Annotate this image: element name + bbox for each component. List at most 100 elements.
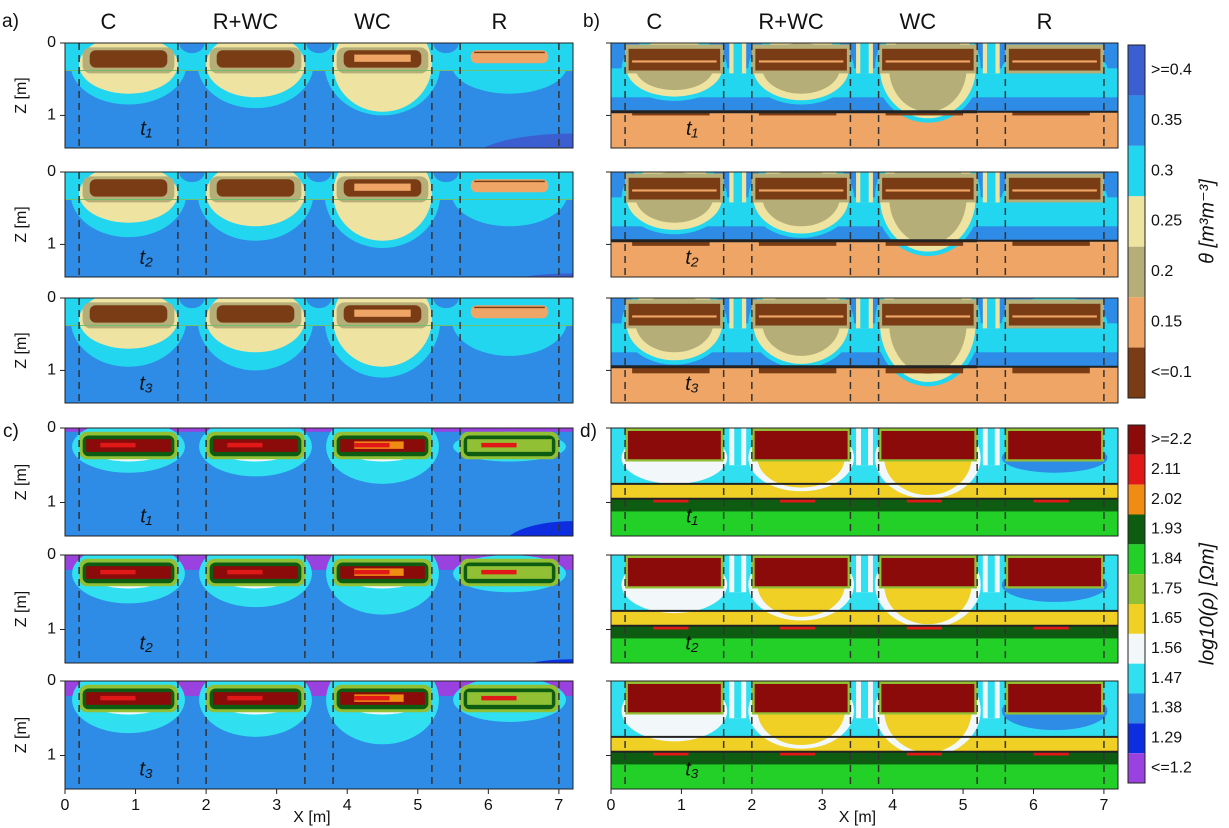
axes-frame xyxy=(610,427,1119,537)
subplot xyxy=(65,681,573,789)
time-label: t₃ xyxy=(139,373,153,395)
region xyxy=(734,428,742,466)
colorbar-swatch xyxy=(1128,574,1145,604)
region xyxy=(1012,189,1097,192)
region xyxy=(179,298,205,309)
region xyxy=(780,498,816,503)
region xyxy=(885,625,957,634)
region xyxy=(987,681,995,719)
colorbar-swatch xyxy=(1128,484,1145,515)
subplot xyxy=(65,172,573,277)
region xyxy=(632,625,703,634)
region xyxy=(481,442,517,448)
colorbar-swatch xyxy=(1128,454,1145,485)
region xyxy=(1012,111,1090,116)
x-axis-label: X [m] xyxy=(839,809,876,826)
region xyxy=(906,751,942,756)
region xyxy=(89,50,168,68)
region xyxy=(734,555,742,593)
z-tick-label: 0 xyxy=(47,672,56,689)
region xyxy=(758,60,844,63)
region xyxy=(354,695,390,701)
region xyxy=(1012,315,1097,318)
region xyxy=(306,43,332,54)
z-tick-label: 1 xyxy=(47,747,56,764)
region xyxy=(1008,303,1101,326)
x-tick-label: 1 xyxy=(131,797,140,814)
region xyxy=(755,303,847,326)
column-label: R+WC xyxy=(758,9,824,34)
x-tick-label: 0 xyxy=(61,797,70,814)
z-tick-label: 1 xyxy=(47,621,56,638)
region xyxy=(354,442,390,448)
region xyxy=(216,179,295,197)
region xyxy=(1033,625,1069,630)
colorbar-label: 1.84 xyxy=(1151,550,1182,567)
colorbar-label: 1.56 xyxy=(1151,640,1182,657)
subplot xyxy=(611,681,1118,789)
region xyxy=(860,428,869,466)
x-tick-label: 1 xyxy=(677,797,686,814)
subplot xyxy=(611,298,1118,403)
colorbar-swatch xyxy=(1128,196,1145,247)
region xyxy=(474,306,545,309)
z-axis-label: Z [m] xyxy=(13,206,30,242)
region xyxy=(93,180,164,183)
region xyxy=(780,625,816,630)
region xyxy=(531,659,573,663)
region xyxy=(653,498,689,503)
axes-frame xyxy=(610,42,1119,149)
region xyxy=(860,43,869,74)
region xyxy=(758,625,830,634)
colorbar-swatch xyxy=(1128,246,1145,298)
axes-frame xyxy=(610,680,1119,790)
region xyxy=(220,306,291,309)
z-axis-label: Z [m] xyxy=(13,591,30,627)
region xyxy=(100,695,136,701)
region xyxy=(347,51,418,54)
region xyxy=(987,428,995,466)
region xyxy=(347,180,418,183)
region xyxy=(628,48,721,71)
region xyxy=(522,273,573,277)
region xyxy=(100,569,136,575)
region xyxy=(627,430,721,460)
region xyxy=(755,177,847,200)
region xyxy=(354,54,411,62)
colorbar-label: 0.25 xyxy=(1151,213,1182,230)
region xyxy=(354,569,390,575)
region xyxy=(470,305,549,319)
region xyxy=(627,683,721,713)
axes-frame xyxy=(64,171,574,278)
region xyxy=(755,48,847,71)
region xyxy=(179,43,205,54)
region xyxy=(881,683,975,713)
region xyxy=(1008,557,1102,587)
region xyxy=(987,172,996,203)
subplot xyxy=(65,43,573,148)
colorbar-label: 0.15 xyxy=(1151,314,1182,331)
panel-label: a) xyxy=(2,11,19,32)
region xyxy=(780,751,816,756)
region xyxy=(1008,683,1102,713)
region xyxy=(906,625,942,630)
axes-frame xyxy=(64,297,574,404)
colorbar-swatch xyxy=(1128,753,1145,783)
region xyxy=(216,305,295,323)
region xyxy=(354,309,411,317)
region xyxy=(885,60,971,63)
colorbar-label: >=0.4 xyxy=(1151,61,1192,78)
subplot xyxy=(65,428,573,536)
region xyxy=(474,180,545,183)
z-axis-label: Z [m] xyxy=(13,332,30,368)
colorbar-swatch xyxy=(1128,633,1145,664)
region xyxy=(1012,625,1083,634)
colorbar-label: 0.3 xyxy=(1151,162,1173,179)
colorbar-swatch xyxy=(1128,723,1145,754)
region xyxy=(1008,177,1101,200)
region xyxy=(758,366,837,374)
region xyxy=(758,315,844,318)
axes-frame xyxy=(64,42,574,149)
colorbar-label: 1.38 xyxy=(1151,700,1182,717)
region xyxy=(1012,751,1083,760)
